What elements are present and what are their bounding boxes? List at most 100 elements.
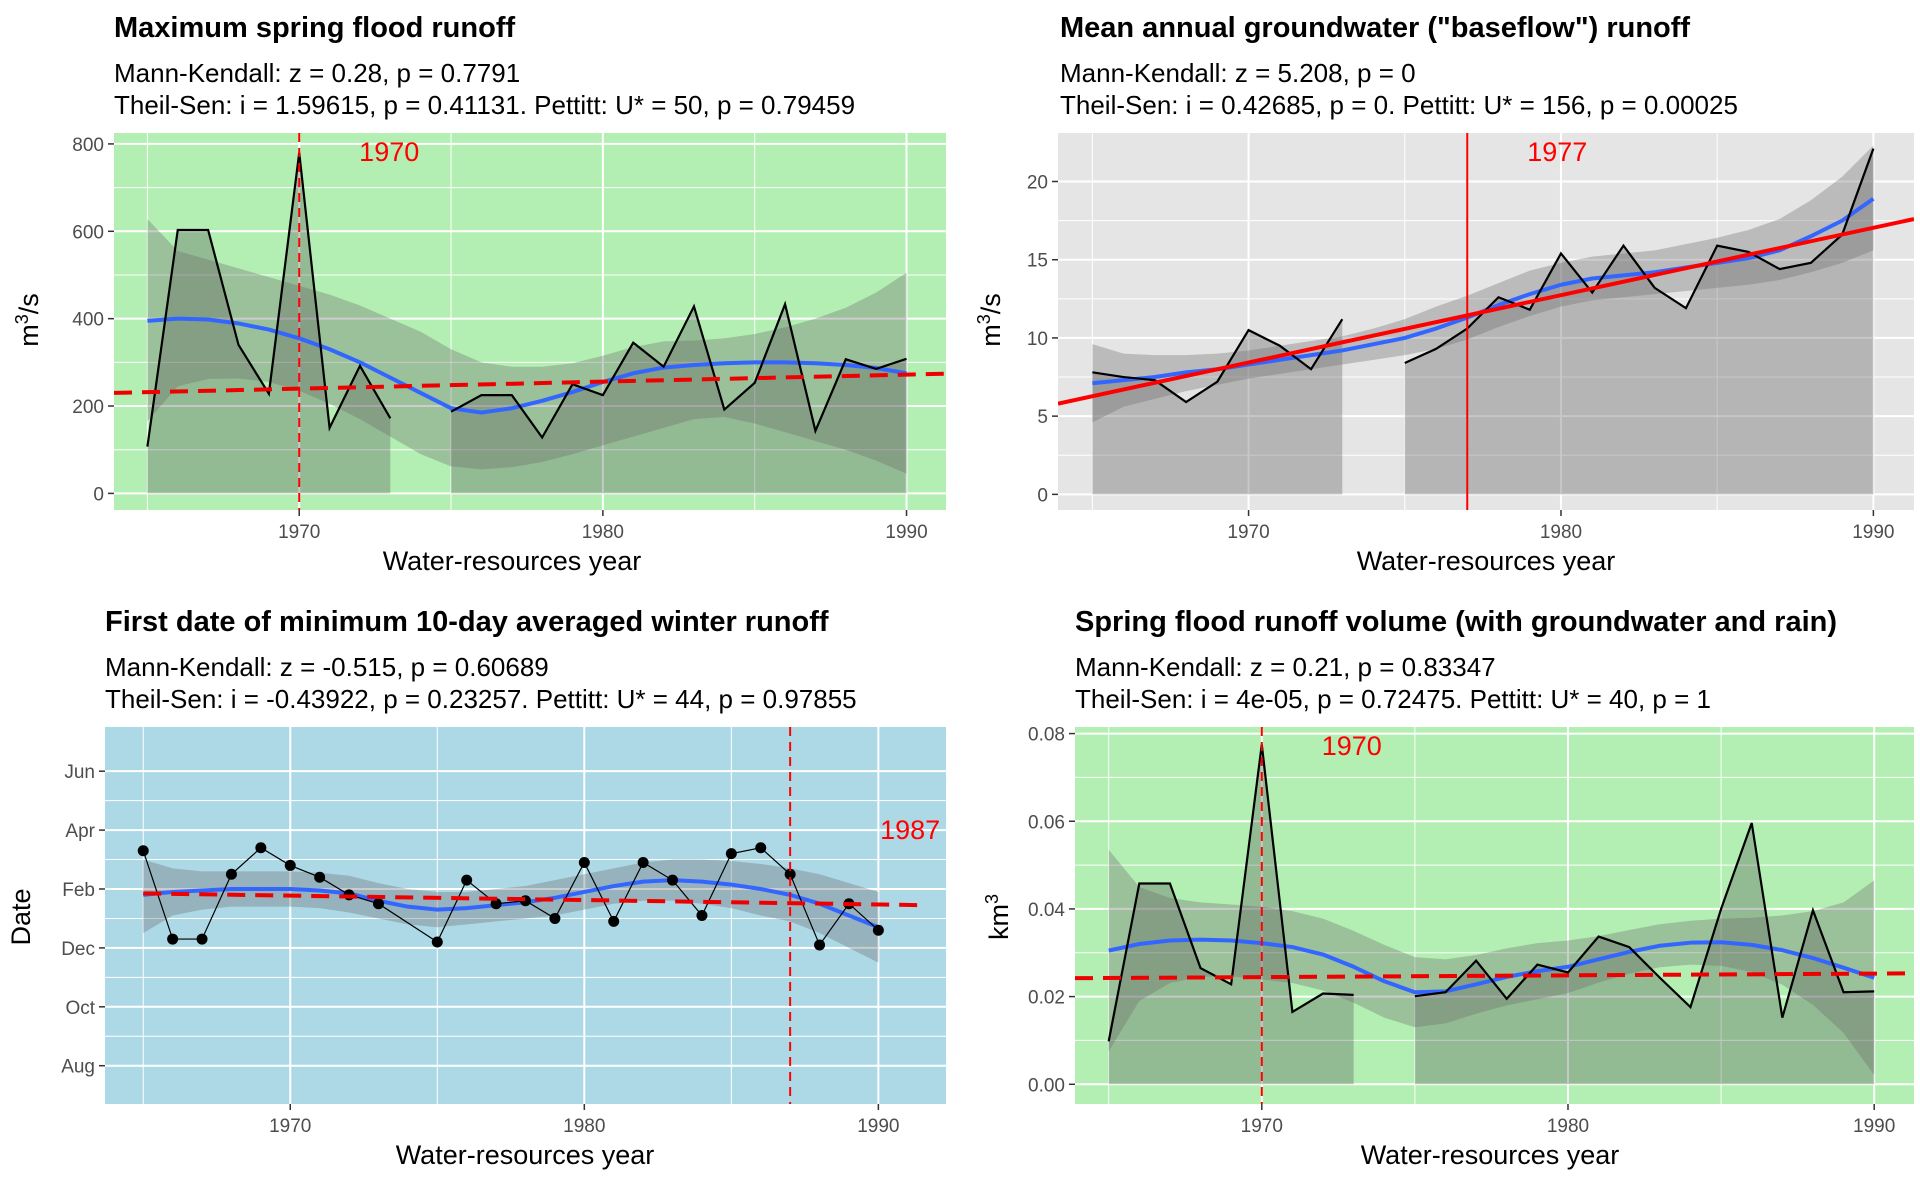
data-point bbox=[372, 898, 384, 910]
data-point bbox=[549, 912, 561, 924]
change-point-label: 1970 bbox=[359, 137, 419, 167]
observed-area bbox=[147, 152, 391, 494]
stats-line-2: Theil-Sen: i = 0.42685, p = 0. Pettitt: … bbox=[1060, 90, 1738, 120]
y-tick-label: 800 bbox=[72, 135, 104, 156]
stats-line-1: Mann-Kendall: z = 0.28, p = 0.7791 bbox=[114, 58, 520, 88]
y-tick-label: 600 bbox=[72, 222, 104, 243]
x-tick-label: 1990 bbox=[885, 522, 927, 543]
data-point bbox=[255, 842, 267, 854]
x-tick-label: 1990 bbox=[857, 1116, 899, 1137]
panel-title: First date of minimum 10-day averaged wi… bbox=[105, 606, 829, 638]
y-tick-label: 15 bbox=[1027, 251, 1048, 272]
y-tick-label: Dec bbox=[61, 939, 95, 960]
y-axis-label: m3/s bbox=[12, 293, 44, 347]
y-tick-label: 0 bbox=[1037, 485, 1048, 506]
x-axis-label: Water-resources year bbox=[1357, 546, 1616, 576]
data-point bbox=[872, 924, 884, 936]
y-tick-label: 0.04 bbox=[1028, 900, 1065, 921]
observed-area bbox=[1404, 148, 1874, 495]
panel-title: Mean annual groundwater ("baseflow") run… bbox=[1060, 12, 1690, 44]
y-tick-label: 0 bbox=[93, 484, 104, 505]
x-axis-label: Water-resources year bbox=[1361, 1140, 1620, 1170]
stats-line-2: Theil-Sen: i = 4e-05, p = 0.72475. Petti… bbox=[1075, 684, 1711, 714]
data-point bbox=[137, 845, 149, 857]
data-point bbox=[608, 915, 620, 927]
data-point bbox=[461, 874, 473, 886]
plot-area bbox=[1058, 133, 1914, 510]
y-tick-label: 400 bbox=[72, 310, 104, 331]
x-tick-label: 1970 bbox=[1227, 522, 1269, 543]
data-point bbox=[284, 859, 296, 871]
y-tick-label: Apr bbox=[65, 821, 95, 842]
trend-line bbox=[143, 891, 926, 908]
y-tick-label: Feb bbox=[62, 880, 95, 901]
observed-area bbox=[1108, 744, 1354, 1085]
confidence-band bbox=[147, 219, 907, 474]
data-point bbox=[667, 874, 679, 886]
data-point bbox=[431, 936, 443, 948]
y-tick-label: Aug bbox=[61, 1057, 95, 1078]
chart-panel-3: First date of minimum 10-day averaged wi… bbox=[6, 606, 946, 1170]
panel-title: Spring flood runoff volume (with groundw… bbox=[1075, 606, 1837, 638]
observed-area bbox=[1414, 823, 1875, 1085]
stats-line-1: Mann-Kendall: z = 5.208, p = 0 bbox=[1060, 58, 1416, 88]
data-point bbox=[696, 910, 708, 921]
chart-panel-4: Spring flood runoff volume (with groundw… bbox=[982, 606, 1914, 1170]
data-point bbox=[725, 848, 737, 860]
chart-panel-2: Mean annual groundwater ("baseflow") run… bbox=[974, 12, 1914, 576]
confidence-band bbox=[1108, 849, 1875, 1076]
observed-area bbox=[451, 304, 907, 494]
x-tick-label: 1970 bbox=[278, 522, 320, 543]
y-tick-label: 0.00 bbox=[1028, 1075, 1065, 1096]
plot-area bbox=[1075, 727, 1914, 1104]
plot-area bbox=[114, 133, 946, 510]
y-tick-label: 10 bbox=[1027, 329, 1048, 350]
x-tick-label: 1990 bbox=[1853, 1116, 1895, 1137]
panel-title: Maximum spring flood runoff bbox=[114, 12, 515, 44]
data-point bbox=[755, 842, 767, 854]
y-axis-label: Date bbox=[6, 888, 36, 945]
stats-line-1: Mann-Kendall: z = 0.21, p = 0.83347 bbox=[1075, 652, 1496, 682]
observed-area bbox=[1092, 319, 1343, 495]
observed-line bbox=[1092, 318, 1344, 404]
x-tick-label: 1970 bbox=[1241, 1116, 1283, 1137]
smooth-line bbox=[143, 878, 880, 930]
change-point-label: 1970 bbox=[1322, 731, 1382, 761]
y-tick-label: Oct bbox=[65, 998, 95, 1019]
x-tick-label: 1990 bbox=[1852, 522, 1894, 543]
y-tick-label: 20 bbox=[1027, 172, 1048, 193]
y-axis-label: m3/s bbox=[974, 293, 1006, 347]
plot-background bbox=[1075, 727, 1914, 1104]
x-tick-label: 1970 bbox=[269, 1116, 311, 1137]
data-point bbox=[196, 933, 208, 945]
chart-panel-1: Maximum spring flood runoff Mann-Kendall:… bbox=[12, 12, 946, 576]
stats-line-1: Mann-Kendall: z = -0.515, p = 0.60689 bbox=[105, 652, 549, 682]
observed-line bbox=[1107, 744, 1354, 1042]
plot-background bbox=[114, 133, 946, 510]
x-axis-label: Water-resources year bbox=[383, 546, 642, 576]
y-tick-label: 5 bbox=[1037, 407, 1048, 428]
x-tick-label: 1980 bbox=[1547, 1116, 1589, 1137]
plot-background bbox=[105, 727, 946, 1104]
y-axis-label: km3 bbox=[982, 894, 1014, 940]
data-point bbox=[814, 939, 826, 951]
change-point-label: 1987 bbox=[880, 815, 940, 845]
y-tick-label: 0.02 bbox=[1028, 988, 1065, 1009]
x-tick-label: 1980 bbox=[563, 1116, 605, 1137]
x-axis-label: Water-resources year bbox=[396, 1140, 655, 1170]
smooth-line bbox=[147, 316, 907, 415]
y-tick-label: 0.06 bbox=[1028, 812, 1065, 833]
data-point bbox=[578, 856, 590, 868]
data-point bbox=[784, 868, 796, 880]
data-point bbox=[225, 868, 237, 880]
plot-area bbox=[105, 727, 946, 1104]
stats-line-2: Theil-Sen: i = -0.43922, p = 0.23257. Pe… bbox=[105, 684, 857, 714]
data-point bbox=[167, 933, 179, 945]
data-point bbox=[637, 856, 649, 868]
confidence-band bbox=[143, 859, 879, 963]
y-tick-label: 0.08 bbox=[1028, 725, 1065, 746]
data-point bbox=[490, 898, 502, 910]
trend-line bbox=[1058, 217, 1914, 406]
